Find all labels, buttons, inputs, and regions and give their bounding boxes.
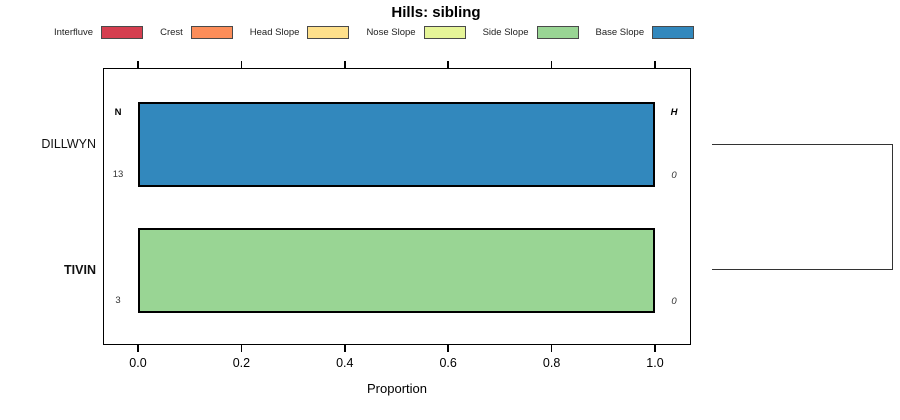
x-tick-top (447, 61, 449, 68)
legend-item-label: Head Slope (249, 27, 300, 38)
n-value: 3 (115, 295, 121, 306)
row-label: TIVIN (64, 263, 96, 277)
x-tick-top (344, 61, 346, 68)
x-tick-bottom (137, 345, 139, 352)
legend-item-label: Nose Slope (366, 27, 416, 38)
proportion-bar (138, 102, 655, 187)
x-tick-top (137, 61, 139, 68)
x-tick-top (654, 61, 656, 68)
x-tick-label: 0.2 (232, 356, 251, 370)
legend-swatch (536, 26, 579, 39)
x-tick-label: 1.0 (646, 356, 664, 370)
legend-item: Interfluve (54, 26, 144, 39)
x-tick-bottom (344, 345, 346, 352)
proportion-bar (138, 228, 655, 313)
legend-item: Head Slope (250, 26, 350, 39)
n-column-header: N (114, 107, 122, 118)
x-tick-top (550, 61, 553, 68)
chart-title: Hills: sibling (391, 4, 481, 21)
x-tick-label: 0.0 (129, 356, 147, 370)
h-value: 0 (671, 296, 677, 307)
x-axis-title: Proportion (367, 381, 427, 396)
legend-swatch (652, 26, 695, 39)
legend: Interfluve Crest Head Slope Nose Slope Side … (54, 25, 695, 40)
x-tick-bottom (240, 345, 243, 352)
legend-swatch (307, 26, 350, 39)
legend-item-label: Base Slope (595, 27, 645, 38)
legend-item-label: Side Slope (482, 27, 529, 38)
h-column-header: H (670, 107, 678, 118)
x-tick-label: 0.8 (542, 356, 561, 370)
legend-item-label: Crest (160, 27, 183, 38)
x-tick-top (240, 61, 243, 68)
legend-item: Base Slope (596, 26, 695, 39)
row-label: DILLWYN (41, 137, 96, 151)
h-value: 0 (671, 170, 677, 181)
legend-item: Crest (160, 26, 233, 39)
legend-item: Nose Slope (366, 26, 466, 39)
x-tick-label: 0.4 (336, 356, 354, 370)
legend-item-label: Interfluve (54, 27, 94, 38)
legend-item: Side Slope (483, 26, 579, 39)
x-tick-bottom (447, 345, 449, 352)
x-tick-label: 0.6 (439, 356, 457, 370)
dendrogram-bracket (712, 144, 893, 270)
n-value: 13 (112, 169, 124, 180)
legend-swatch (423, 26, 466, 39)
x-tick-bottom (550, 345, 553, 352)
legend-swatch (190, 26, 233, 39)
x-tick-bottom (654, 345, 656, 352)
legend-swatch (101, 26, 144, 39)
